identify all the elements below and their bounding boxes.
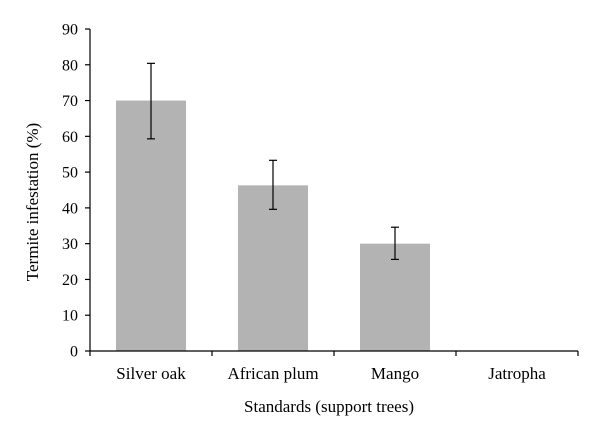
y-axis-title: Termite infestation (%) <box>23 123 42 281</box>
x-axis-title: Standards (support trees) <box>244 397 414 416</box>
y-tick-label: 40 <box>62 200 78 217</box>
error-bar-mango <box>391 226 399 261</box>
y-tick-label: 80 <box>62 57 78 74</box>
error-bars-layer <box>147 62 399 261</box>
bar-african-plum <box>238 185 308 351</box>
x-labels-layer: Silver oak African plum Mango Jatropha <box>89 351 579 383</box>
x-category-label: African plum <box>227 364 318 383</box>
y-tick-label: 70 <box>62 93 78 110</box>
error-bar-silver-oak <box>147 62 155 140</box>
x-category-label: Mango <box>371 364 419 383</box>
y-tick-label: 60 <box>62 129 78 146</box>
y-tick-label: 30 <box>62 236 78 253</box>
bar-silver-oak <box>116 100 186 351</box>
y-tick-label: 50 <box>62 165 78 182</box>
y-ticks-layer: 0 10 20 30 40 50 60 70 80 90 <box>62 22 90 361</box>
bars-layer <box>116 100 430 351</box>
x-category-label: Silver oak <box>116 364 186 383</box>
y-tick-label: 0 <box>70 344 78 361</box>
x-category-label: Jatropha <box>488 364 546 383</box>
y-tick-label: 90 <box>62 22 78 39</box>
y-tick-label: 10 <box>62 308 78 325</box>
y-tick-label: 20 <box>62 272 78 289</box>
bar-mango <box>360 243 430 351</box>
error-bar-african-plum <box>269 159 277 210</box>
